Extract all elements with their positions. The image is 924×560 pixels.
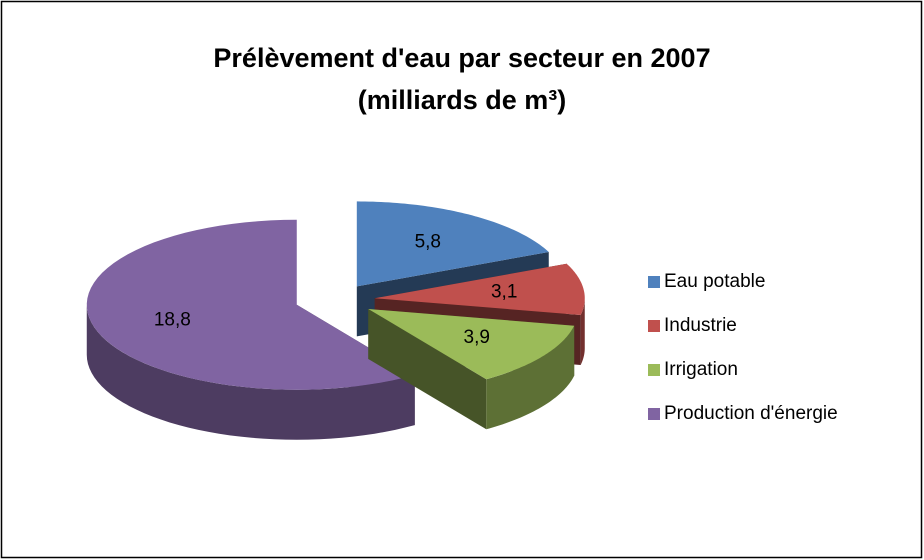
slice-wall [86,304,415,440]
data-label: 3,1 [491,281,517,302]
pie-slice [86,219,415,440]
legend-label: Industrie [664,315,737,336]
slice-wall [580,298,585,366]
slice-top [356,201,549,287]
slice-top [374,263,585,316]
legend-label: Eau potable [664,271,765,292]
legend-label: Irrigation [664,359,738,380]
slice-top [86,219,415,390]
legend-label: Production d'énergie [664,403,838,424]
chart-subtitle: (milliards de m³) [358,85,567,115]
data-label: 5,8 [415,231,441,252]
legend-swatch [648,364,660,376]
slice-wall [486,325,575,430]
data-label: 18,8 [154,309,191,330]
legend-swatch [648,408,660,420]
slice-side [368,308,487,430]
data-label: 3,9 [464,327,490,348]
legend-swatch [648,276,660,288]
slice-top [368,308,575,380]
legend-swatch [648,320,660,332]
chart-title: Prélèvement d'eau par secteur en 2007 [213,43,710,73]
pie-slice [368,308,575,430]
